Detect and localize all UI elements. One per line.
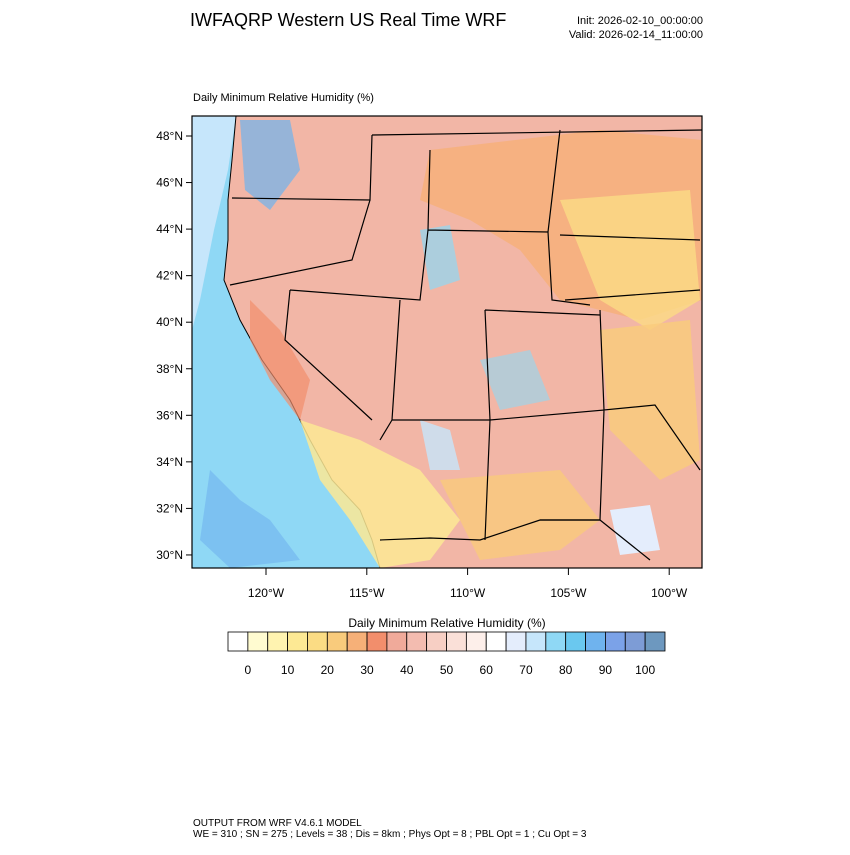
valid-time: Valid: 2026-02-14_11:00:00 — [569, 29, 703, 41]
dry-region-plains — [560, 190, 700, 330]
ocean-light — [192, 116, 236, 330]
lat-label: 40°N — [156, 315, 183, 329]
colorbar-box — [366, 631, 388, 652]
lon-label: 100°W — [651, 586, 688, 600]
colorbar-label: 80 — [559, 663, 573, 677]
title: IWFAQRP Western US Real Time WRF — [190, 10, 506, 30]
colorbar-label: 10 — [281, 663, 295, 677]
borders — [229, 129, 701, 541]
colorbar-box — [247, 631, 269, 652]
map-title: Daily Minimum Relative Humidity (%) — [193, 92, 374, 104]
colorbar-box — [446, 631, 467, 652]
colorbar: 0 10 20 30 40 50 60 70 80 90 100 — [227, 631, 666, 677]
footer-line1: OUTPUT FROM WRF V4.6.1 MODEL — [193, 818, 362, 829]
colorbar-label: 30 — [360, 663, 374, 677]
colorbar-box — [267, 631, 288, 652]
colorbar-label: 70 — [519, 663, 533, 677]
colorbar-box — [346, 631, 368, 652]
colorbar-box — [465, 631, 487, 652]
dry-region-nm — [440, 470, 600, 560]
map-frame — [191, 115, 703, 569]
lon-label: 105°W — [550, 586, 587, 600]
lat-label: 42°N — [156, 269, 183, 283]
colorbar-label: 40 — [400, 663, 414, 677]
colorbar-label: 20 — [321, 663, 335, 677]
colorbar-box — [505, 631, 527, 652]
colorbar-box — [406, 631, 428, 652]
lon-label: 120°W — [248, 586, 285, 600]
init-time: Init: 2026-02-10_00:00:00 — [577, 15, 703, 27]
lat-label: 34°N — [156, 455, 183, 469]
lat-label: 32°N — [156, 501, 183, 515]
colorbar-label: 50 — [440, 663, 454, 677]
mexico-border — [379, 519, 651, 561]
colorbar-box — [386, 631, 408, 652]
colorbar-box — [644, 631, 666, 652]
colorbar-box — [525, 631, 547, 652]
colorbar-label: 60 — [480, 663, 494, 677]
colorbar-label: 100 — [635, 663, 655, 677]
lat-label: 38°N — [156, 362, 183, 376]
footer-line2: WE = 310 ; SN = 275 ; Levels = 38 ; Dis … — [193, 829, 587, 840]
lat-label: 36°N — [156, 408, 183, 422]
colorbar-box — [326, 631, 348, 652]
colorbar-box — [605, 631, 626, 652]
colorbar-title: Daily Minimum Relative Humidity (%) — [348, 616, 545, 630]
dry-region-south — [300, 420, 460, 568]
ocean-dark — [200, 470, 300, 568]
dry-region-east — [600, 320, 700, 480]
lat-label: 48°N — [156, 129, 183, 143]
map-axes: 48°N 46°N 44°N 42°N 40°N 38°N 36°N 34°N 32°N 30°N… — [156, 129, 688, 600]
lon-label: 110°W — [450, 586, 486, 600]
colorbar-box — [485, 631, 507, 652]
colorbar-box — [565, 631, 586, 652]
lon-label: 115°W — [349, 586, 385, 600]
colorbar-box — [585, 631, 606, 652]
wet-region-az — [420, 420, 460, 470]
colorbar-box — [426, 631, 447, 652]
wet-region-co — [480, 350, 550, 410]
wet-region-wa — [240, 120, 300, 210]
wet-region-wy — [420, 225, 460, 290]
colorbar-box — [307, 631, 328, 652]
lat-label: 30°N — [156, 548, 183, 562]
dry-region-ca — [250, 300, 310, 420]
colorbar-box — [624, 631, 646, 652]
colorbar-box — [287, 631, 308, 652]
lat-label: 44°N — [156, 222, 183, 236]
colorbar-label: 0 — [245, 663, 252, 677]
canada-border — [371, 129, 702, 136]
state-borders — [229, 129, 702, 561]
colorbar-box — [227, 631, 249, 652]
wet-region-tx — [610, 505, 660, 555]
colorbar-box — [545, 631, 567, 652]
map — [192, 116, 702, 568]
lat-label: 46°N — [156, 176, 183, 190]
colorbar-label: 90 — [599, 663, 613, 677]
